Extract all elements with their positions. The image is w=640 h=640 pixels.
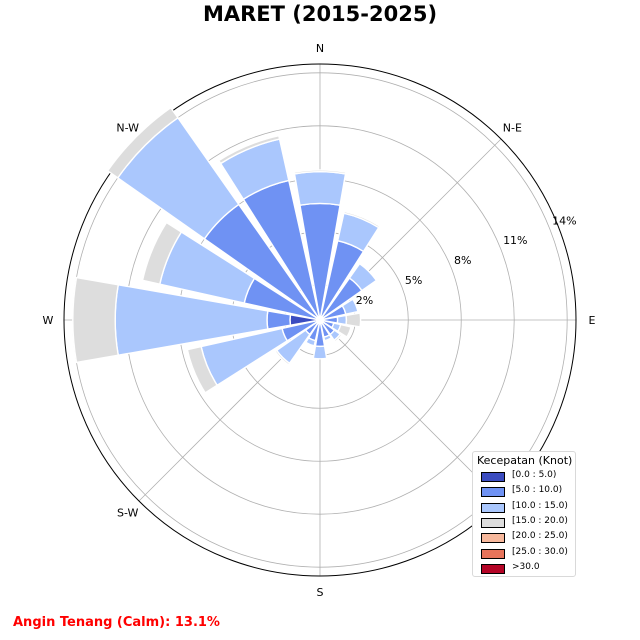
legend-item: [10.0 : 15.0) bbox=[481, 500, 575, 514]
rose-bar-segment bbox=[266, 310, 292, 330]
legend-label: [10.0 : 15.0) bbox=[512, 500, 568, 511]
legend-swatch bbox=[481, 563, 505, 574]
legend-item: [25.0 : 30.0) bbox=[481, 546, 575, 560]
legend-label: [20.0 : 25.0) bbox=[512, 531, 568, 542]
legend: Kecepatan (Knot) [0.0 : 5.0) [5.0 : 10.0)… bbox=[472, 451, 576, 577]
legend-label: [5.0 : 10.0) bbox=[512, 485, 563, 496]
rose-bars bbox=[72, 106, 381, 394]
rose-bar-segment bbox=[293, 170, 347, 207]
rose-bar-segment bbox=[348, 262, 378, 292]
radial-tick-label: 5% bbox=[405, 274, 422, 287]
legend-item: [15.0 : 20.0) bbox=[481, 515, 575, 529]
legend-swatch bbox=[481, 502, 505, 513]
rose-bar-segment bbox=[333, 333, 343, 343]
radial-tick-label: 2% bbox=[356, 294, 373, 307]
rose-bar-segment bbox=[304, 336, 317, 347]
rose-bar-segment bbox=[323, 333, 333, 342]
legend-label: [0.0 : 5.0) bbox=[512, 470, 557, 480]
rose-bar-segment bbox=[336, 323, 352, 338]
outer-circle bbox=[63, 63, 577, 577]
legend-item: [20.0 : 25.0) bbox=[481, 531, 575, 544]
rose-bar-segment bbox=[186, 345, 219, 394]
legend-label: [25.0 : 30.0) bbox=[512, 546, 568, 557]
rose-bar-segment bbox=[106, 106, 179, 179]
legend-label: [15.0 : 20.0) bbox=[512, 515, 568, 526]
rose-bar-segment bbox=[343, 210, 381, 229]
radial-tick-label: 11% bbox=[503, 234, 527, 247]
rose-bar-segment bbox=[217, 134, 281, 165]
rose-bar-segment bbox=[274, 349, 291, 366]
rose-bar-segment bbox=[72, 276, 120, 364]
direction-label: W bbox=[43, 314, 54, 327]
legend-item: [0.0 : 5.0) bbox=[481, 470, 575, 483]
direction-label: S bbox=[317, 586, 324, 599]
direction-label: E bbox=[589, 314, 596, 327]
calm-note: Angin Tenang (Calm): 13.1% bbox=[13, 615, 220, 630]
legend-swatch bbox=[481, 517, 505, 528]
rose-bar-segment bbox=[141, 221, 183, 286]
legend-swatch bbox=[481, 548, 505, 559]
direction-label: N bbox=[316, 42, 324, 55]
rose-bar-segment bbox=[345, 312, 362, 328]
direction-label: N-E bbox=[503, 122, 522, 135]
chart-title: MARET (2015-2025) bbox=[202, 2, 438, 26]
grid-spoke bbox=[319, 319, 502, 502]
legend-swatch bbox=[481, 472, 505, 482]
rose-bar-segment bbox=[312, 345, 328, 360]
legend-title: Kecepatan (Knot) bbox=[477, 454, 573, 467]
rose-bar-segment bbox=[293, 169, 347, 175]
legend-swatch bbox=[481, 533, 505, 544]
radial-tick-label: 8% bbox=[454, 254, 471, 267]
legend-label: >30.0 bbox=[512, 561, 540, 572]
radial-tick-label: 14% bbox=[552, 214, 576, 227]
direction-label: N-W bbox=[116, 122, 139, 135]
legend-swatch bbox=[481, 487, 505, 498]
rose-bar-segment bbox=[341, 298, 359, 316]
legend-item: [5.0 : 10.0) bbox=[481, 485, 575, 498]
rose-bar-segment bbox=[336, 314, 348, 326]
direction-label: S-W bbox=[117, 506, 139, 519]
legend-item: >30.0 bbox=[481, 561, 575, 575]
